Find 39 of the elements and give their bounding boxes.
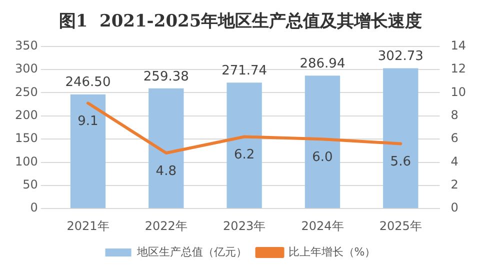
data-label: 246.50 bbox=[65, 75, 111, 90]
legend-label: 比上年增长（%） bbox=[288, 245, 376, 258]
y2-tick-label: 4 bbox=[450, 154, 458, 168]
x-tick-label: 2022年 bbox=[144, 218, 188, 233]
data-label: 286.94 bbox=[300, 56, 346, 72]
y2-tick-label: 12 bbox=[450, 62, 466, 76]
x-tick-label: 2024年 bbox=[301, 218, 344, 233]
y-tick-label: 150 bbox=[15, 131, 38, 146]
y2-tick-label: 0 bbox=[450, 200, 458, 215]
x-tick-label: 2023年 bbox=[223, 218, 266, 233]
y2-tick-label: 10 bbox=[450, 84, 466, 99]
y-tick-label: 300 bbox=[15, 62, 38, 76]
y-tick-label: 200 bbox=[15, 108, 38, 122]
y-tick-label: 0 bbox=[30, 200, 38, 215]
legend-label: 地区生产总值（亿元） bbox=[136, 245, 247, 258]
data-label: 4.8 bbox=[156, 164, 176, 179]
y-tick-label: 100 bbox=[15, 154, 38, 168]
bar bbox=[226, 82, 262, 208]
bar bbox=[148, 88, 184, 208]
y2-tick-label: 6 bbox=[450, 131, 458, 146]
data-label: 6.2 bbox=[234, 148, 255, 163]
bar bbox=[70, 94, 106, 208]
bar bbox=[304, 76, 340, 208]
data-label: 6.0 bbox=[312, 150, 333, 165]
y2-tick-label: 14 bbox=[450, 38, 466, 53]
y-tick-label: 350 bbox=[15, 38, 38, 53]
data-label: 302.73 bbox=[378, 49, 424, 64]
data-label: 259.38 bbox=[143, 69, 189, 84]
y2-tick-label: 8 bbox=[450, 108, 458, 122]
bar bbox=[383, 68, 418, 208]
y-tick-label: 50 bbox=[22, 178, 38, 192]
y2-tick-label: 2 bbox=[450, 178, 458, 192]
y-tick-label: 250 bbox=[15, 84, 38, 99]
x-tick-label: 2025年 bbox=[379, 218, 422, 233]
data-label: 271.74 bbox=[222, 64, 268, 79]
data-label: 9.1 bbox=[78, 114, 98, 130]
chart-title: 图1 2021-2025年地区生产总值及其增长速度 bbox=[58, 12, 422, 32]
data-label: 5.6 bbox=[390, 154, 411, 170]
x-tick-label: 2021年 bbox=[66, 218, 110, 233]
